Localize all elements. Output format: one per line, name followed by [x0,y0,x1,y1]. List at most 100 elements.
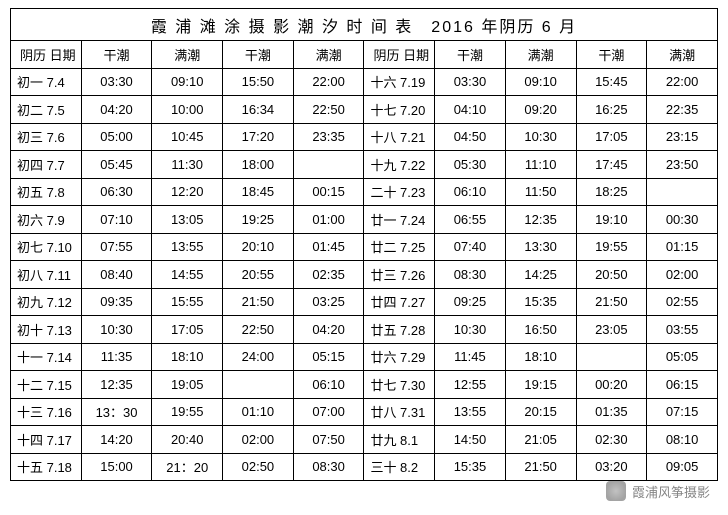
time-cell: 02:55 [647,288,718,316]
time-cell: 07:15 [647,398,718,426]
date-cell: 廿一 7.24 [364,206,435,234]
time-cell: 13：30 [81,398,152,426]
time-cell: 00:15 [293,178,364,206]
date-cell: 初五 7.8 [11,178,82,206]
table-row: 初三 7.605:0010:4517:2023:35十八 7.2104:5010… [11,123,718,151]
date-cell: 初三 7.6 [11,123,82,151]
time-cell: 11:30 [152,151,223,179]
time-cell: 23:05 [576,316,647,344]
col-low1-left: 干潮 [81,41,152,69]
table-row: 初五 7.806:3012:2018:4500:15二十 7.2306:1011… [11,178,718,206]
time-cell: 21:50 [223,288,294,316]
time-cell: 10:45 [152,123,223,151]
table-row: 初八 7.1108:4014:5520:5502:35廿三 7.2608:301… [11,261,718,289]
time-cell: 13:55 [152,233,223,261]
time-cell: 18:45 [223,178,294,206]
table-row: 十三 7.1613：3019:5501:1007:00廿八 7.3113:552… [11,398,718,426]
table-row: 初七 7.1007:5513:5520:1001:45廿二 7.2507:401… [11,233,718,261]
table-row: 初十 7.1310:3017:0522:5004:20廿五 7.2810:301… [11,316,718,344]
time-cell: 11:35 [81,343,152,371]
time-cell: 00:20 [576,371,647,399]
time-cell: 05:00 [81,123,152,151]
table-row: 初二 7.504:2010:0016:3422:50十七 7.2004:1009… [11,96,718,124]
time-cell: 16:34 [223,96,294,124]
time-cell [293,151,364,179]
time-cell [647,178,718,206]
time-cell: 07:40 [435,233,506,261]
date-cell: 廿八 7.31 [364,398,435,426]
time-cell: 06:30 [81,178,152,206]
col-low2-right: 干潮 [576,41,647,69]
time-cell: 08:10 [647,426,718,454]
time-cell: 01:45 [293,233,364,261]
date-cell: 十三 7.16 [11,398,82,426]
time-cell: 13:30 [505,233,576,261]
time-cell: 09:25 [435,288,506,316]
table-row: 十五 7.1815:0021：2002:5008:30三十 8.215:3521… [11,453,718,481]
time-cell: 06:10 [435,178,506,206]
date-cell: 十五 7.18 [11,453,82,481]
table-row: 十一 7.1411:3518:1024:0005:15廿六 7.2911:451… [11,343,718,371]
time-cell: 09:05 [647,453,718,481]
time-cell: 22:50 [293,96,364,124]
time-cell: 16:25 [576,96,647,124]
time-cell: 20:15 [505,398,576,426]
time-cell: 10:30 [81,316,152,344]
time-cell: 06:10 [293,371,364,399]
time-cell: 19:55 [576,233,647,261]
date-cell: 初二 7.5 [11,96,82,124]
time-cell: 21：20 [152,453,223,481]
watermark: 霞浦风筝摄影 [606,481,710,501]
date-cell: 初九 7.12 [11,288,82,316]
time-cell: 23:15 [647,123,718,151]
time-cell: 18:00 [223,151,294,179]
time-cell: 10:30 [505,123,576,151]
time-cell: 07:00 [293,398,364,426]
time-cell: 19:10 [576,206,647,234]
time-cell: 18:10 [152,343,223,371]
time-cell: 17:20 [223,123,294,151]
time-cell: 07:55 [81,233,152,261]
date-cell: 廿四 7.27 [364,288,435,316]
time-cell: 15:50 [223,68,294,96]
date-cell: 初八 7.11 [11,261,82,289]
time-cell: 11:45 [435,343,506,371]
time-cell: 19:55 [152,398,223,426]
time-cell: 09:35 [81,288,152,316]
time-cell: 02:00 [647,261,718,289]
time-cell: 14:55 [152,261,223,289]
time-cell: 14:50 [435,426,506,454]
title-row: 霞 浦 滩 涂 摄 影 潮 汐 时 间 表 2016 年阴历 6 月 [11,9,718,41]
time-cell: 23:50 [647,151,718,179]
table-row: 初九 7.1209:3515:5521:5003:25廿四 7.2709:251… [11,288,718,316]
time-cell: 05:30 [435,151,506,179]
time-cell: 01:10 [223,398,294,426]
time-cell: 05:15 [293,343,364,371]
time-cell: 10:30 [435,316,506,344]
time-cell: 08:30 [435,261,506,289]
time-cell: 19:05 [152,371,223,399]
time-cell: 17:05 [576,123,647,151]
time-cell: 01:00 [293,206,364,234]
time-cell: 15:00 [81,453,152,481]
time-cell: 20:55 [223,261,294,289]
time-cell: 20:10 [223,233,294,261]
time-cell: 19:25 [223,206,294,234]
time-cell: 09:10 [505,68,576,96]
table-row: 十二 7.1512:3519:0506:10廿七 7.3012:5519:150… [11,371,718,399]
time-cell: 18:25 [576,178,647,206]
date-cell: 十一 7.14 [11,343,82,371]
date-cell: 初六 7.9 [11,206,82,234]
date-cell: 十七 7.20 [364,96,435,124]
watermark-text: 霞浦风筝摄影 [632,482,710,501]
time-cell: 07:10 [81,206,152,234]
col-high1-right: 满潮 [505,41,576,69]
time-cell: 15:45 [576,68,647,96]
date-cell: 十四 7.17 [11,426,82,454]
time-cell: 15:35 [505,288,576,316]
header-row: 阴历 日期 干潮 满潮 干潮 满潮 阴历 日期 干潮 满潮 干潮 满潮 [11,41,718,69]
time-cell: 18:10 [505,343,576,371]
time-cell: 14:25 [505,261,576,289]
time-cell: 22:35 [647,96,718,124]
time-cell: 23:35 [293,123,364,151]
